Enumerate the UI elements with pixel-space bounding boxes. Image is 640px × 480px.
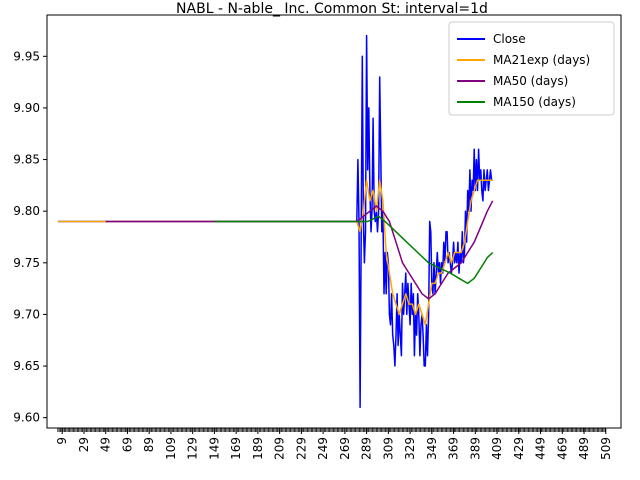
- y-tick-label: 9.85: [13, 153, 40, 167]
- plot-frame: [46, 14, 622, 429]
- x-tick-label: 409: [490, 437, 504, 460]
- x-tick-label: 469: [555, 437, 569, 460]
- y-tick-label: 9.95: [13, 49, 40, 63]
- y-tick-label: 9.75: [13, 256, 40, 270]
- x-tick-label: 29: [77, 437, 91, 452]
- x-tick-label: 369: [447, 437, 461, 460]
- legend-entry: MA150 (days): [493, 95, 576, 109]
- x-tick-label: 389: [468, 437, 482, 460]
- y-tick-label: 9.90: [13, 101, 40, 115]
- series-line-3: [214, 215, 494, 285]
- x-tick-label: 129: [186, 437, 200, 460]
- legend-box: [448, 21, 615, 116]
- y-tick-label: 9.65: [13, 359, 40, 373]
- series-line-1: [57, 179, 493, 326]
- x-axis: 9 29 49 69 89 109 129 149 169 189 209 229 249 269 289 3…: [55, 428, 613, 460]
- x-tick-label: 309: [381, 437, 395, 460]
- x-tick-label: 209: [273, 437, 287, 460]
- legend-entry: MA50 (days): [493, 74, 568, 88]
- x-tick-label: 229: [294, 437, 308, 460]
- series-line-0: [57, 34, 493, 409]
- y-tick-label: 9.70: [13, 307, 40, 321]
- x-tick-label: 169: [229, 437, 243, 460]
- x-tick-label: 89: [142, 437, 156, 452]
- chart-title: NABL - N-able_ Inc. Common St: interval=…: [176, 1, 488, 17]
- x-tick-label: 329: [403, 437, 417, 460]
- x-tick-label: 349: [425, 437, 439, 460]
- x-tick-label: 109: [164, 437, 178, 460]
- x-tick-label: 489: [577, 437, 591, 460]
- y-tick-label: 9.80: [13, 204, 40, 218]
- x-tick-label: 449: [534, 437, 548, 460]
- x-tick-label: 49: [99, 437, 113, 452]
- x-tick-label: 289: [360, 437, 374, 460]
- x-tick-label: 149: [207, 437, 221, 460]
- series-line-2: [105, 200, 494, 300]
- y-tick-label: 9.60: [13, 411, 40, 425]
- x-tick-label: 269: [338, 437, 352, 460]
- x-tick-label: 189: [251, 437, 265, 460]
- legend-entry: Close: [493, 32, 526, 46]
- x-tick-label: 509: [599, 437, 613, 460]
- legend: Close MA21exp (days) MA50 (days) MA150 (day…: [448, 21, 615, 116]
- legend-entry: MA21exp (days): [493, 53, 590, 67]
- x-minor-ticks: [57, 428, 606, 432]
- x-tick-label: 9: [55, 437, 69, 445]
- y-axis: 9.60 9.65 9.70 9.75 9.80 9.85 9.90 9.95: [13, 49, 47, 425]
- x-tick-label: 249: [316, 437, 330, 460]
- series-layer: [57, 34, 494, 409]
- x-tick-label: 69: [120, 437, 134, 452]
- x-tick-label: 429: [512, 437, 526, 460]
